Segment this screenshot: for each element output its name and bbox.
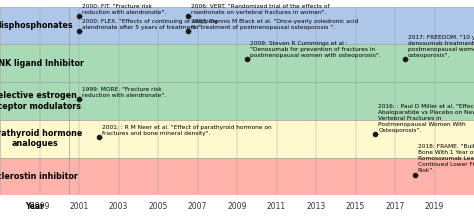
Bar — [0, 7, 474, 44]
Text: 2006: VERT. "Randomized trial of the effects of
risedronate on vertebral fractur: 2006: VERT. "Randomized trial of the eff… — [191, 4, 329, 15]
Text: 1999: MORE. "Fracture risk
reduction with alendronate".: 1999: MORE. "Fracture risk reduction wit… — [82, 87, 166, 98]
Text: Parathyroid hormone
analogues: Parathyroid hormone analogues — [0, 129, 83, 149]
Text: 2007: 2007 — [188, 202, 207, 211]
Text: Bisphosphonates: Bisphosphonates — [0, 21, 73, 30]
Text: 2013: 2013 — [306, 202, 326, 211]
Text: 2009: 2009 — [228, 202, 246, 211]
Text: 2019: 2019 — [425, 202, 444, 211]
Text: 2001: : R M Neer et al. "Effect of parathyroid hormone on
fractures and bone min: 2001: : R M Neer et al. "Effect of parat… — [102, 125, 271, 136]
Text: 2017: FREEDOM. "10 years of
denosumab treatment in
postmenopausal women with
ost: 2017: FREEDOM. "10 years of denosumab tr… — [408, 35, 474, 58]
Text: 2000: FLEX. "Effects of continuing or stopping
alendronate after 5 years of trea: 2000: FLEX. "Effects of continuing or st… — [82, 19, 218, 30]
Text: 2003: 2003 — [109, 202, 128, 211]
Text: Year: Year — [25, 202, 44, 211]
Text: 2000: FIT. "Fracture risk
reduction with alendronate".: 2000: FIT. "Fracture risk reduction with… — [82, 4, 166, 15]
Bar — [0, 120, 474, 158]
Text: Selective estrogen
receptor modulators: Selective estrogen receptor modulators — [0, 91, 81, 111]
Bar — [0, 82, 474, 120]
Bar — [0, 158, 474, 195]
Text: Sclerostin inhibitor: Sclerostin inhibitor — [0, 172, 78, 181]
Text: 2016: : Paul D Miller et al. "Effect of
Abaloparatide vs Placebo on New
Vertebra: 2016: : Paul D Miller et al. "Effect of … — [378, 104, 474, 133]
Text: 2017: 2017 — [385, 202, 405, 211]
Text: 2007: Dennis M Black et al. "Once-yearly zoledronic acid
for treatment of postme: 2007: Dennis M Black et al. "Once-yearly… — [191, 19, 358, 30]
Text: 2011: 2011 — [267, 202, 286, 211]
Text: 2005: 2005 — [148, 202, 168, 211]
Text: 2015: 2015 — [346, 202, 365, 211]
Text: 1999: 1999 — [30, 202, 49, 211]
Bar — [0, 44, 474, 82]
Text: 2018: FRAME. "Building
Bone With 1 Year of
Romosozumab Leads to
Continued Lower : 2018: FRAME. "Building Bone With 1 Year … — [418, 145, 474, 173]
Text: RANK ligand Inhibitor: RANK ligand Inhibitor — [0, 59, 83, 68]
Text: 2009: Steven R Cummings et al :
"Denosumab for prevention of fractures in
postme: 2009: Steven R Cummings et al : "Denosum… — [250, 41, 381, 58]
Text: 2001: 2001 — [69, 202, 89, 211]
